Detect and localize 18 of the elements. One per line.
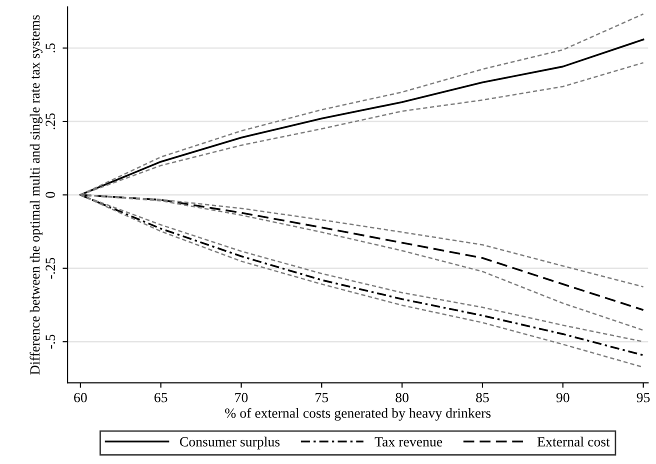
y-axis-title: Difference between the optimal multi and single rate tax systems [30, 15, 42, 375]
x-tick-label: 65 [154, 392, 168, 402]
y-tick-label: -.25 [46, 258, 56, 279]
y-tick-label: 0 [46, 192, 56, 198]
legend-label: Tax revenue [374, 437, 442, 446]
x-tick-label: 75 [316, 393, 328, 402]
y-tick-label: .25 [46, 113, 56, 130]
legend-label: External cost [537, 436, 610, 446]
x-axis-title: % of external costs generated by heavy drinkers [225, 408, 491, 421]
y-tick-label: .5 [46, 43, 56, 52]
y-tick-label: -.5 [46, 334, 56, 349]
x-tick-label: 85 [476, 392, 489, 402]
x-tick-label: 70 [235, 392, 248, 402]
x-tick-label: 90 [556, 392, 570, 402]
x-tick-label: 95 [636, 392, 650, 402]
x-tick-label: 80 [396, 392, 408, 402]
x-tick-label: 60 [74, 392, 87, 402]
legend-label: Consumer surplus [180, 436, 280, 450]
